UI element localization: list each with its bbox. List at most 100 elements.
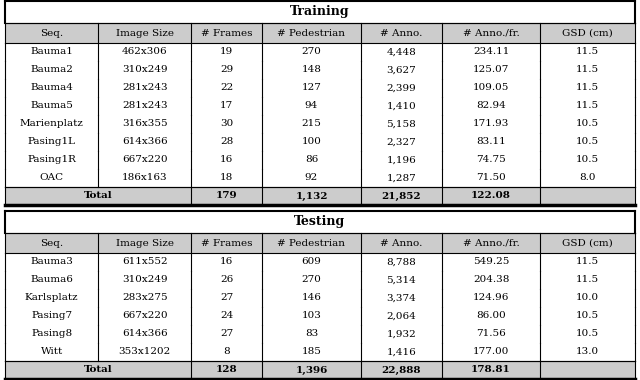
Text: 178.81: 178.81 bbox=[471, 366, 511, 375]
Text: 27: 27 bbox=[220, 329, 234, 339]
Text: 13.0: 13.0 bbox=[576, 347, 599, 356]
Text: 177.00: 177.00 bbox=[473, 347, 509, 356]
Text: 283x275: 283x275 bbox=[122, 293, 168, 302]
Text: 185: 185 bbox=[301, 347, 321, 356]
Text: 94: 94 bbox=[305, 101, 318, 111]
Text: 281x243: 281x243 bbox=[122, 101, 168, 111]
Text: 11.5: 11.5 bbox=[576, 65, 599, 74]
Text: Bauma3: Bauma3 bbox=[30, 258, 73, 266]
Text: Bauma2: Bauma2 bbox=[30, 65, 73, 74]
Text: 24: 24 bbox=[220, 312, 234, 320]
Text: 4,448: 4,448 bbox=[387, 48, 416, 57]
Text: 281x243: 281x243 bbox=[122, 84, 168, 92]
Text: Seq.: Seq. bbox=[40, 28, 63, 38]
Text: 316x355: 316x355 bbox=[122, 119, 168, 128]
Text: 92: 92 bbox=[305, 174, 318, 182]
Text: 2,064: 2,064 bbox=[387, 312, 416, 320]
Text: 11.5: 11.5 bbox=[576, 101, 599, 111]
Text: 614x366: 614x366 bbox=[122, 329, 168, 339]
Text: 11.5: 11.5 bbox=[576, 258, 599, 266]
Text: 462x306: 462x306 bbox=[122, 48, 168, 57]
Text: Training: Training bbox=[290, 5, 350, 19]
Text: 614x366: 614x366 bbox=[122, 138, 168, 147]
Text: GSD (cm): GSD (cm) bbox=[563, 28, 613, 38]
Text: 667x220: 667x220 bbox=[122, 312, 168, 320]
Text: Testing: Testing bbox=[294, 215, 346, 228]
Text: # Frames: # Frames bbox=[201, 239, 253, 247]
Text: 103: 103 bbox=[301, 312, 321, 320]
Text: 8: 8 bbox=[223, 347, 230, 356]
Text: # Anno.: # Anno. bbox=[380, 239, 422, 247]
Text: 1,932: 1,932 bbox=[387, 329, 416, 339]
Text: 86: 86 bbox=[305, 155, 318, 165]
Bar bbox=[5, 233, 635, 253]
Text: 171.93: 171.93 bbox=[473, 119, 509, 128]
Text: Pasing1R: Pasing1R bbox=[27, 155, 76, 165]
Text: 10.5: 10.5 bbox=[576, 312, 599, 320]
Text: Bauma4: Bauma4 bbox=[30, 84, 73, 92]
Text: 2,327: 2,327 bbox=[387, 138, 416, 147]
Text: GSD (cm): GSD (cm) bbox=[563, 239, 613, 247]
Text: Image Size: Image Size bbox=[116, 239, 174, 247]
Text: 10.5: 10.5 bbox=[576, 138, 599, 147]
Text: Marienplatz: Marienplatz bbox=[20, 119, 84, 128]
Text: 100: 100 bbox=[301, 138, 321, 147]
Text: 11.5: 11.5 bbox=[576, 84, 599, 92]
Text: 27: 27 bbox=[220, 293, 234, 302]
Text: 16: 16 bbox=[220, 155, 234, 165]
Text: 86.00: 86.00 bbox=[476, 312, 506, 320]
Text: Image Size: Image Size bbox=[116, 28, 174, 38]
Text: Witt: Witt bbox=[40, 347, 63, 356]
Text: Seq.: Seq. bbox=[40, 239, 63, 247]
Text: 127: 127 bbox=[301, 84, 321, 92]
Bar bbox=[5, 187, 635, 205]
Text: 148: 148 bbox=[301, 65, 321, 74]
Text: 10.5: 10.5 bbox=[576, 155, 599, 165]
Text: Total: Total bbox=[84, 366, 113, 375]
Text: Pasing1L: Pasing1L bbox=[28, 138, 76, 147]
Text: 10.5: 10.5 bbox=[576, 329, 599, 339]
Text: 22,888: 22,888 bbox=[381, 366, 421, 375]
Text: 82.94: 82.94 bbox=[476, 101, 506, 111]
Text: 74.75: 74.75 bbox=[476, 155, 506, 165]
Text: 234.11: 234.11 bbox=[473, 48, 509, 57]
Text: 71.50: 71.50 bbox=[476, 174, 506, 182]
Text: 8,788: 8,788 bbox=[387, 258, 416, 266]
Text: 611x552: 611x552 bbox=[122, 258, 168, 266]
Text: 29: 29 bbox=[220, 65, 234, 74]
Text: 5,314: 5,314 bbox=[387, 276, 416, 285]
Text: Pasing7: Pasing7 bbox=[31, 312, 72, 320]
Text: 124.96: 124.96 bbox=[473, 293, 509, 302]
Text: # Frames: # Frames bbox=[201, 28, 253, 38]
Bar bbox=[5, 361, 635, 379]
Text: 1,396: 1,396 bbox=[295, 366, 328, 375]
Text: 186x163: 186x163 bbox=[122, 174, 168, 182]
Text: 30: 30 bbox=[220, 119, 234, 128]
Text: 1,410: 1,410 bbox=[387, 101, 416, 111]
Text: Pasing8: Pasing8 bbox=[31, 329, 72, 339]
Text: 270: 270 bbox=[301, 276, 321, 285]
Bar bbox=[5, 23, 635, 43]
Text: # Pedestrian: # Pedestrian bbox=[278, 28, 346, 38]
Text: 109.05: 109.05 bbox=[473, 84, 509, 92]
Text: # Anno.: # Anno. bbox=[380, 28, 422, 38]
Text: 1,132: 1,132 bbox=[295, 192, 328, 201]
Text: 71.56: 71.56 bbox=[476, 329, 506, 339]
Text: 8.0: 8.0 bbox=[579, 174, 596, 182]
Text: 122.08: 122.08 bbox=[471, 192, 511, 201]
Text: 26: 26 bbox=[220, 276, 234, 285]
Text: 3,627: 3,627 bbox=[387, 65, 416, 74]
Text: 18: 18 bbox=[220, 174, 234, 182]
Text: 549.25: 549.25 bbox=[473, 258, 509, 266]
Text: Bauma6: Bauma6 bbox=[30, 276, 73, 285]
Text: 83.11: 83.11 bbox=[476, 138, 506, 147]
Text: 83: 83 bbox=[305, 329, 318, 339]
Text: 353x1202: 353x1202 bbox=[119, 347, 171, 356]
Text: 128: 128 bbox=[216, 366, 237, 375]
Text: 146: 146 bbox=[301, 293, 321, 302]
Text: OAC: OAC bbox=[40, 174, 64, 182]
Text: 16: 16 bbox=[220, 258, 234, 266]
Text: 17: 17 bbox=[220, 101, 234, 111]
Text: # Anno./fr.: # Anno./fr. bbox=[463, 239, 520, 247]
Text: 1,196: 1,196 bbox=[387, 155, 416, 165]
